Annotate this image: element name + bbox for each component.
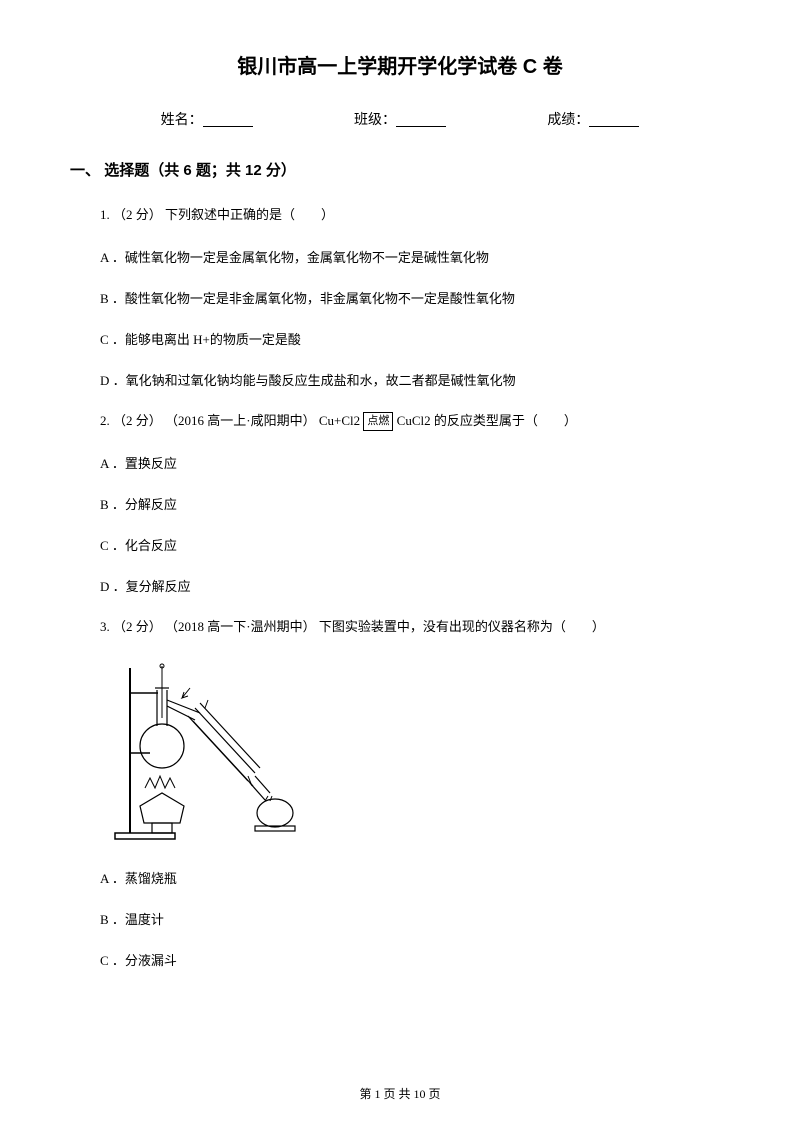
q1-number: 1. — [100, 207, 113, 222]
q2-option-b: B ．分解反应 — [70, 494, 730, 513]
q1-option-c: C ．能够电离出 H+的物质一定是酸 — [70, 329, 730, 348]
q3-option-c: C ．分液漏斗 — [70, 950, 730, 969]
question-1: 1. （2 分） 下列叙述中正确的是（ ） — [70, 205, 730, 225]
class-field: 班级： — [354, 109, 446, 129]
q2-text-before: Cu+Cl2 — [319, 413, 364, 428]
name-underline — [203, 111, 253, 127]
q2-option-d: D ．复分解反应 — [70, 576, 730, 595]
q3-option-b: B ．温度计 — [70, 909, 730, 928]
distillation-diagram — [100, 658, 730, 853]
q3-number: 3. — [100, 619, 113, 634]
score-underline — [589, 111, 639, 127]
q2-option-c: C ．化合反应 — [70, 535, 730, 554]
question-2: 2. （2 分） （2016 高一上·咸阳期中） Cu+Cl2 点燃 CuCl2… — [70, 411, 730, 431]
q2-condition: 点燃 — [363, 412, 393, 431]
section-text: 选择题（共 6 题；共 12 分） — [104, 162, 296, 179]
apparatus-svg — [100, 658, 320, 848]
name-field: 姓名： — [161, 109, 253, 129]
page-footer: 第 1 页 共 10 页 — [0, 1085, 800, 1102]
q2-text-after: CuCl2 的反应类型属于（ ） — [397, 413, 577, 428]
question-3: 3. （2 分） （2018 高一下·温州期中） 下图实验装置中，没有出现的仪器… — [70, 617, 730, 637]
q2-source: （2016 高一上·咸阳期中） — [165, 413, 316, 428]
q3-points: （2 分） — [113, 619, 165, 634]
q1-option-d: D ．氧化钠和过氧化钠均能与酸反应生成盐和水，故二者都是碱性氧化物 — [70, 370, 730, 389]
q2-number: 2. — [100, 413, 113, 428]
class-underline — [396, 111, 446, 127]
q3-option-a: A ．蒸馏烧瓶 — [70, 868, 730, 887]
q1-option-a: A ．碱性氧化物一定是金属氧化物，金属氧化物不一定是碱性氧化物 — [70, 247, 730, 266]
q2-points: （2 分） — [113, 413, 165, 428]
exam-title: 银川市高一上学期开学化学试卷 C 卷 — [70, 50, 730, 79]
q3-source: （2018 高一下·温州期中） — [165, 619, 316, 634]
q1-option-b: B ．酸性氧化物一定是非金属氧化物，非金属氧化物不一定是酸性氧化物 — [70, 288, 730, 307]
student-info-row: 姓名： 班级： 成绩： — [70, 109, 730, 129]
class-label: 班级： — [354, 109, 396, 129]
q1-points: （2 分） — [113, 207, 165, 222]
name-label: 姓名： — [161, 109, 203, 129]
section-title: 一、 选择题（共 6 题；共 12 分） — [70, 159, 730, 180]
section-number: 一、 — [70, 162, 100, 179]
score-label: 成绩： — [547, 109, 589, 129]
q3-text: 下图实验装置中，没有出现的仪器名称为（ ） — [319, 619, 605, 634]
score-field: 成绩： — [547, 109, 639, 129]
q2-option-a: A ．置换反应 — [70, 453, 730, 472]
q1-text: 下列叙述中正确的是（ ） — [165, 207, 334, 222]
